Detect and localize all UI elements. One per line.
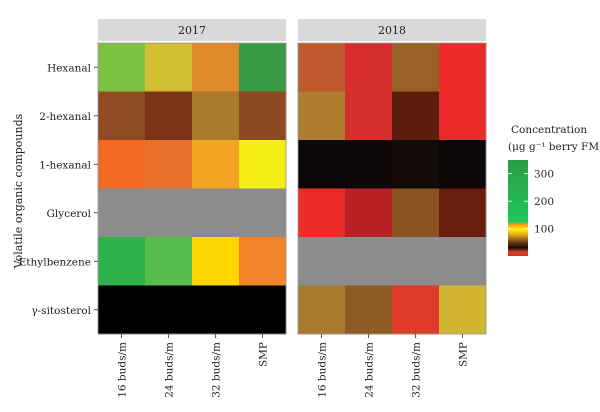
legend-tick-label: 200 bbox=[534, 196, 554, 208]
heatmap-cell bbox=[298, 140, 346, 189]
panel-strip bbox=[298, 19, 486, 41]
panel-strip bbox=[98, 19, 286, 41]
heatmap-cell bbox=[239, 140, 287, 189]
heatmap-cell bbox=[392, 43, 440, 92]
y-tick-label: 2-hexanal bbox=[39, 111, 91, 123]
legend-title-line1: Concentration bbox=[511, 124, 587, 136]
heatmap-cell bbox=[439, 91, 487, 141]
heatmap-cell bbox=[145, 91, 193, 141]
x-tick-label: 32 buds/m bbox=[211, 342, 223, 398]
heatmap-cell bbox=[192, 237, 240, 286]
heatmap-cell bbox=[298, 43, 346, 92]
heatmap-cell bbox=[439, 285, 487, 335]
legend-title-line2: (μg g⁻¹ berry FM) bbox=[508, 141, 600, 153]
heatmap-cell bbox=[345, 91, 393, 141]
panel-2017: 2017 bbox=[97, 19, 287, 335]
heatmap-cell bbox=[239, 91, 287, 141]
heatmap-cell bbox=[392, 188, 440, 238]
heatmap-cell bbox=[345, 188, 393, 238]
heatmap-cell bbox=[345, 43, 393, 92]
y-tick-label: 1-hexanal bbox=[39, 159, 91, 171]
legend-ticks: 100 200 300 bbox=[508, 169, 554, 236]
heatmap-cell bbox=[192, 91, 240, 141]
x-tick-label: 16 buds/m bbox=[317, 342, 329, 398]
heatmap-cell bbox=[145, 140, 193, 189]
legend-colorbar bbox=[508, 160, 528, 256]
heatmap-cell bbox=[298, 91, 346, 141]
heatmap-cell bbox=[145, 237, 193, 286]
heatmap-cell bbox=[145, 188, 193, 238]
x-tick-label: 16 buds/m bbox=[117, 342, 129, 398]
heatmap-cell bbox=[192, 188, 240, 238]
heatmap-cell bbox=[98, 237, 146, 286]
heatmap-cell bbox=[239, 43, 287, 92]
heatmap-cell bbox=[439, 237, 487, 286]
y-axis-title: Volatile organic compounds bbox=[12, 113, 25, 269]
heatmap-cell bbox=[298, 237, 346, 286]
heatmap-cell bbox=[98, 140, 146, 189]
panel-label: 2017 bbox=[178, 24, 206, 37]
heatmap-cell bbox=[298, 285, 346, 335]
heatmap-cell bbox=[298, 188, 346, 238]
panel-label: 2018 bbox=[378, 24, 406, 37]
heatmap-cell bbox=[239, 285, 287, 335]
panel-border bbox=[297, 42, 487, 335]
column-labels: 16 buds/m 24 buds/m 32 buds/m SMP 16 buds/m 2… bbox=[117, 334, 470, 398]
heatmap-cell bbox=[192, 43, 240, 92]
y-tick-label: γ-sitosterol bbox=[31, 305, 91, 317]
x-tick-label: SMP bbox=[458, 342, 470, 367]
heatmap-cell bbox=[98, 188, 146, 238]
heatmap-cell bbox=[145, 285, 193, 335]
heatmap-cell bbox=[392, 140, 440, 189]
heatmap-cell bbox=[439, 43, 487, 92]
panel-2018: 2018 bbox=[297, 19, 487, 335]
heatmap-cell bbox=[439, 140, 487, 189]
legend-tick-label: 300 bbox=[534, 169, 554, 181]
heatmap-cell bbox=[345, 285, 393, 335]
panel-border bbox=[97, 42, 287, 335]
y-tick-label: Ethylbenzene bbox=[19, 256, 91, 268]
heatmap-cell bbox=[439, 188, 487, 238]
heatmap-cell bbox=[98, 43, 146, 92]
x-tick-label: 24 buds/m bbox=[164, 342, 176, 398]
heatmap-cell bbox=[392, 285, 440, 335]
heatmap-cell bbox=[192, 140, 240, 189]
heatmap-cell bbox=[239, 188, 287, 238]
heatmap-cell bbox=[392, 91, 440, 141]
heatmap-cell bbox=[239, 237, 287, 286]
x-tick-label: SMP bbox=[258, 342, 270, 367]
y-tick-label: Hexanal bbox=[47, 62, 92, 74]
heatmap-cell bbox=[192, 285, 240, 335]
legend: Concentration (μg g⁻¹ berry FM) 100 200 30… bbox=[508, 124, 600, 256]
x-tick-label: 32 buds/m bbox=[411, 342, 423, 398]
x-tick-label: 24 buds/m bbox=[364, 342, 376, 398]
heatmap-cell bbox=[145, 43, 193, 92]
panels: 2017 2018 bbox=[97, 19, 487, 335]
heatmap-cell bbox=[392, 237, 440, 286]
heatmap-cell bbox=[345, 237, 393, 286]
legend-tick-label: 100 bbox=[534, 224, 554, 236]
heatmap-cell bbox=[98, 285, 146, 335]
heatmap-cell bbox=[345, 140, 393, 189]
heatmap-cell bbox=[98, 91, 146, 141]
row-labels: Hexanal 2-hexanal 1-hexanal Glycerol Ethylbe… bbox=[19, 62, 98, 317]
y-tick-label: Glycerol bbox=[47, 208, 92, 220]
